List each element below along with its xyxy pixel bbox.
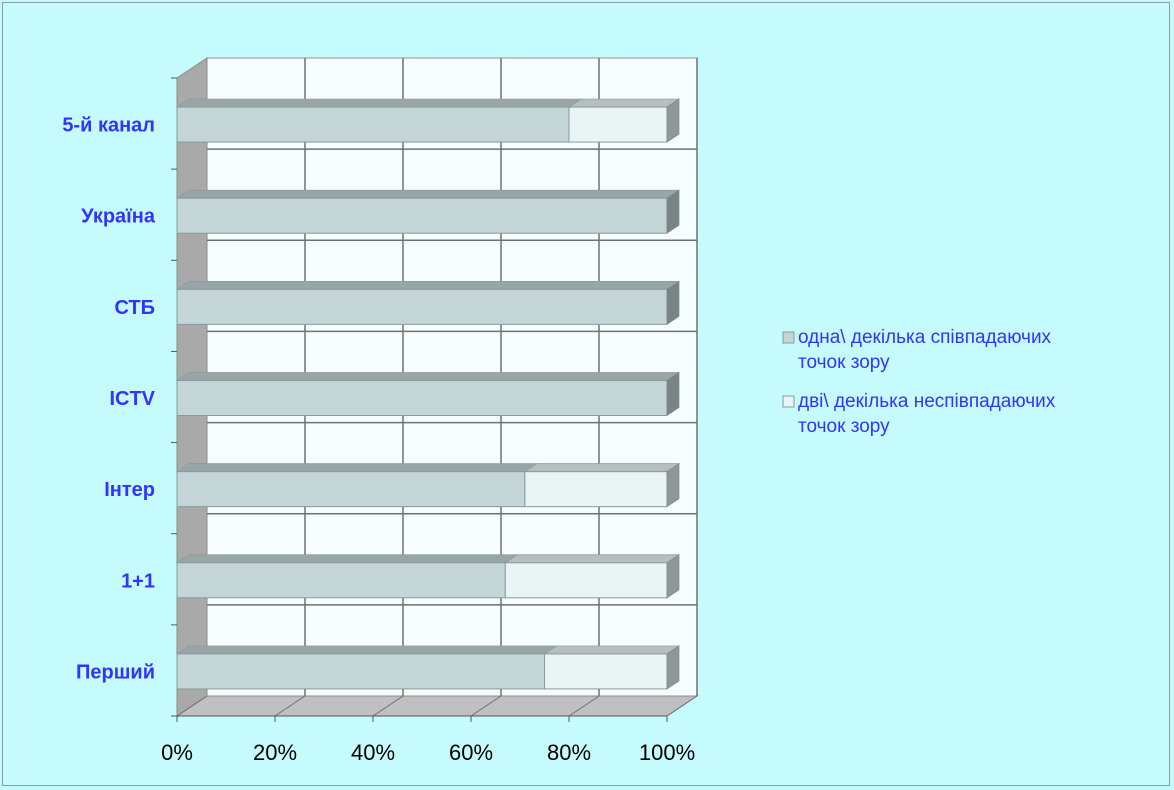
bar-series1: [176, 197, 668, 234]
bar-side-face: [666, 280, 680, 326]
x-tick-label: 0%: [161, 740, 193, 765]
bar-segment: [175, 554, 519, 599]
x-tick-labels: 0% 20% 40% 60% 80% 100%: [161, 740, 695, 765]
stacked-bar-chart: 5-й канал Україна СТБ ICTV Інтер 1+1 Перший 0%…: [62, 57, 1056, 765]
bar-series1: [176, 562, 506, 599]
legend-item: одна\ декілька співпадаючих точок зору: [782, 327, 1052, 373]
category-label: Перший: [76, 661, 155, 683]
bar-segment: [175, 98, 583, 143]
x-tick-label: 60%: [449, 740, 493, 765]
bar-side-face: [666, 554, 680, 599]
bar-series1: [176, 380, 668, 416]
bar-side-face: [666, 189, 680, 234]
bar-top-face: [175, 281, 681, 290]
floor-gridline: [568, 695, 600, 717]
category-labels: 5-й канал Україна СТБ ICTV Інтер 1+1 Перший: [62, 115, 156, 684]
bar-segment: [175, 189, 681, 234]
bar-series1: [176, 288, 668, 325]
floor-gridline: [274, 695, 306, 717]
bar-series1: [176, 106, 570, 143]
legend-swatch: [782, 395, 795, 408]
chart-legend: одна\ декілька співпадаючих точок зору дві…: [782, 327, 1056, 437]
bar-segment: [523, 462, 681, 508]
bar-side-face: [666, 645, 680, 690]
category-label: ICTV: [109, 388, 155, 410]
bar-series1: [176, 653, 545, 690]
legend-swatch: [782, 331, 795, 344]
bar-segment: [175, 645, 558, 690]
chart-axes: [171, 77, 668, 722]
category-label: Україна: [81, 206, 156, 228]
bar-top-face: [175, 554, 519, 564]
bar-top-face: [523, 463, 681, 472]
bar-top-face: [175, 372, 681, 381]
floor-gridline: [176, 695, 208, 717]
bar-top-face: [175, 463, 539, 472]
bar-series2: [524, 471, 668, 508]
floor-gridline: [372, 695, 404, 717]
bar-side-face: [666, 371, 680, 417]
category-label: 1+1: [121, 570, 155, 592]
bar-segment: [567, 98, 681, 143]
bar-segment: [175, 280, 681, 326]
category-label: Інтер: [104, 479, 155, 501]
bar-series2: [544, 653, 668, 690]
x-tick-label: 100%: [639, 740, 695, 765]
bar-top-face: [567, 98, 681, 108]
bar-series2: [504, 562, 668, 599]
bar-series1: [176, 471, 526, 508]
chart-bars: [175, 98, 681, 690]
bar-top-face: [175, 98, 583, 108]
category-label: СТБ: [114, 297, 155, 319]
bar-series2: [568, 106, 668, 143]
bar-top-face: [175, 189, 681, 199]
floor-gridline: [666, 695, 698, 717]
floor-gridline: [470, 695, 502, 717]
bar-segment: [504, 554, 681, 599]
legend-label: одна\ декілька співпадаючих точок зору: [798, 327, 1052, 373]
bar-segment: [175, 463, 539, 508]
bar-top-face: [504, 554, 681, 564]
bar-top-face: [175, 645, 558, 655]
bar-segment: [175, 371, 681, 417]
legend-item: дві\ декілька неспівпадаючих точок зору: [782, 391, 1056, 437]
x-tick-label: 20%: [253, 740, 297, 765]
legend-label: дві\ декілька неспівпадаючих точок зору: [798, 391, 1056, 437]
bar-top-face: [543, 645, 681, 655]
x-tick-label: 40%: [351, 740, 395, 765]
bar-side-face: [666, 98, 680, 143]
bar-segment: [543, 645, 681, 690]
bar-side-face: [666, 462, 680, 508]
floor: [175, 695, 699, 717]
category-label: 5-й канал: [62, 115, 155, 137]
x-tick-label: 80%: [547, 740, 591, 765]
